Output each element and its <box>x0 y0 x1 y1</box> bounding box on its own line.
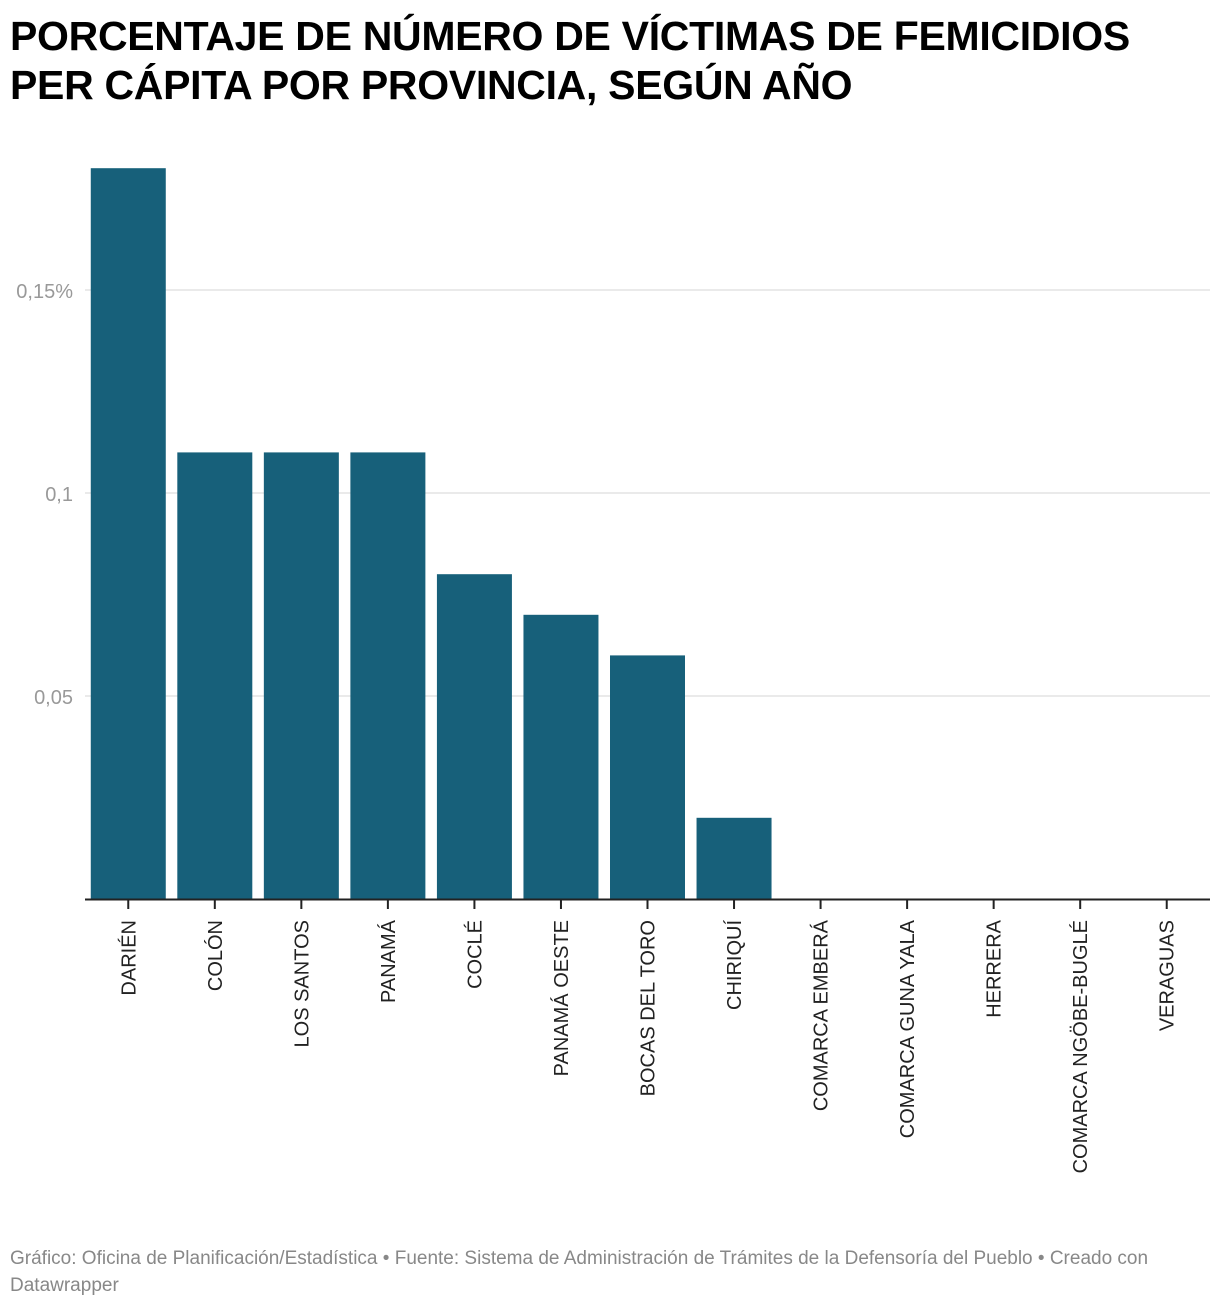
x-tick-label: COCLÉ <box>463 920 486 989</box>
bar <box>177 452 253 899</box>
bar <box>263 452 339 899</box>
bar <box>436 574 512 899</box>
bar <box>90 168 166 899</box>
y-tick-label: 0,05 <box>34 687 73 709</box>
x-tick-label: HERRERA <box>984 919 1006 1017</box>
y-tick-label: 0,1 <box>45 484 73 506</box>
x-tick-label: COMARCA GUNA YALA <box>897 919 919 1138</box>
y-tick-label: 0,15% <box>16 281 73 303</box>
bar-chart: 0,05 0,1 0,15% DARIÉN COLÓN LOS SANTOS PANAMÁ C… <box>16 168 1210 1173</box>
bar <box>610 655 685 899</box>
bar <box>696 817 772 899</box>
bar <box>523 614 599 899</box>
chart-footer: Gráfico: Oficina de Planificación/Estadí… <box>10 1248 1149 1296</box>
chart-title: PORCENTAJE DE NÚMERO DE VÍCTIMAS DE FEMI… <box>10 13 1130 108</box>
bar <box>350 452 426 899</box>
x-tick-label: PANAMÁ OESTE <box>550 920 573 1076</box>
x-tick-label: COMARCA EMBERÁ <box>810 919 833 1111</box>
x-tick-label: CHIRIQUÍ <box>723 920 746 1010</box>
x-tick-label: DARIÉN <box>117 920 140 996</box>
x-tick-label: COMARCA NGÖBE-BUGLÉ <box>1069 920 1092 1173</box>
x-tick-label: COLÓN <box>204 920 227 991</box>
x-tick-label: BOCAS DEL TORO <box>638 920 660 1096</box>
x-tick-label: VERAGUAS <box>1157 920 1179 1031</box>
x-tick-label: PANAMÁ <box>377 919 400 1003</box>
x-tick-label: LOS SANTOS <box>291 920 313 1047</box>
